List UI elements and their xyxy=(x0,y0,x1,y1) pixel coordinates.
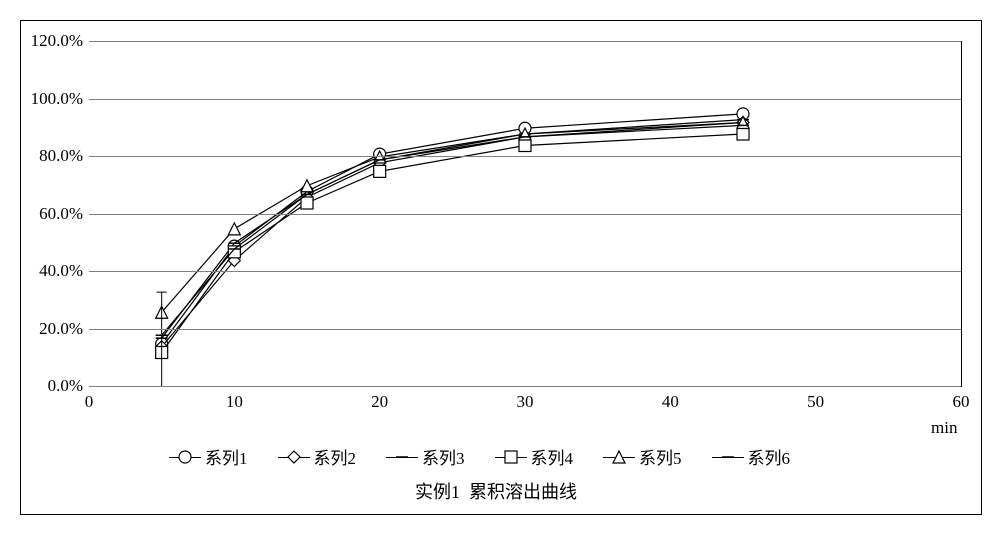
title-body: 累积溶出曲线 xyxy=(469,482,577,502)
gridline xyxy=(89,41,961,42)
chart-container: 0.0%20.0%40.0%60.0%80.0%100.0%120.0% 010… xyxy=(20,20,982,515)
legend-label: 系列1 xyxy=(205,444,248,469)
y-tick-label: 120.0% xyxy=(23,31,83,51)
y-tick-label: 60.0% xyxy=(23,204,83,224)
legend-marker xyxy=(278,449,310,465)
chart-title: 实例1 累积溶出曲线 xyxy=(415,478,577,504)
y-tick-label: 80.0% xyxy=(23,146,83,166)
legend-item: 系列6 xyxy=(712,444,791,469)
legend-marker xyxy=(495,449,527,465)
legend-item: 系列3 xyxy=(386,444,465,469)
y-tick-label: 100.0% xyxy=(23,89,83,109)
x-tick-label: 20 xyxy=(360,392,400,412)
x-tick-label: 30 xyxy=(505,392,545,412)
legend-label: 系列2 xyxy=(314,444,357,469)
gridline xyxy=(89,214,961,215)
legend: 系列1 系列2 系列3 系列4 系列5 系列6 xyxy=(169,444,790,469)
gridline xyxy=(89,386,961,387)
x-tick-label: 40 xyxy=(650,392,690,412)
legend-marker xyxy=(712,449,744,465)
legend-marker xyxy=(603,449,635,465)
gridline xyxy=(89,271,961,272)
x-tick-label: 50 xyxy=(796,392,836,412)
y-tick-label: 20.0% xyxy=(23,319,83,339)
y-tick-label: 40.0% xyxy=(23,261,83,281)
legend-label: 系列3 xyxy=(422,444,465,469)
legend-marker xyxy=(169,449,201,465)
legend-item: 系列4 xyxy=(495,444,574,469)
x-axis-label: min xyxy=(931,418,957,438)
title-prefix: 实例1 xyxy=(415,482,460,502)
x-tick-label: 10 xyxy=(214,392,254,412)
gridline xyxy=(89,329,961,330)
gridline xyxy=(89,156,961,157)
legend-label: 系列5 xyxy=(639,444,682,469)
legend-item: 系列1 xyxy=(169,444,248,469)
legend-item: 系列5 xyxy=(603,444,682,469)
legend-marker xyxy=(386,449,418,465)
x-tick-label: 0 xyxy=(69,392,109,412)
plot-svg xyxy=(89,42,961,387)
legend-item: 系列2 xyxy=(278,444,357,469)
legend-label: 系列4 xyxy=(531,444,574,469)
gridline xyxy=(89,99,961,100)
legend-label: 系列6 xyxy=(748,444,791,469)
x-tick-label: 60 xyxy=(941,392,981,412)
